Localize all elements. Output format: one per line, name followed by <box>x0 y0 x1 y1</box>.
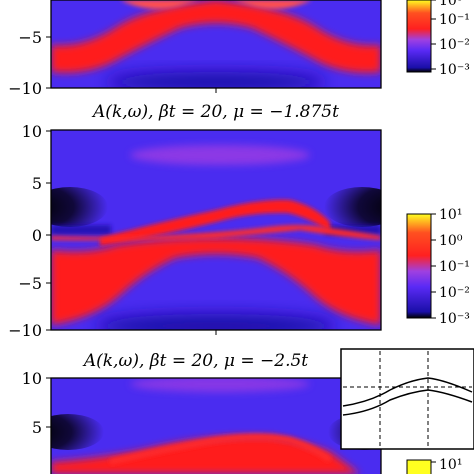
panel-2-ytick: −10 <box>8 321 42 340</box>
panel-3-inset <box>340 348 474 450</box>
panel-1-ytick: −10 <box>8 79 42 98</box>
panel-2-cbar-tick: 10¹ <box>439 207 462 223</box>
panel-3-heatmap <box>51 378 381 474</box>
panel-2-ytick: 10 <box>22 122 42 141</box>
panel-1-cbar-tick: 10⁰ <box>439 0 463 9</box>
panel-2-cbar-tick: 10⁻² <box>439 285 470 301</box>
panel-2-cbar-tick: 10⁻³ <box>439 311 470 327</box>
panel-3-cbar-tick: 10¹ <box>439 457 462 473</box>
panel-1-colorbar: 10⁰ 10⁻¹ 10⁻² 10⁻³ <box>406 0 470 78</box>
panel-3-y-axis: 10 5 <box>22 369 51 437</box>
panel-1-cbar-tick: 10⁻³ <box>439 62 470 78</box>
panel-3-title: A(k,ω), βt = 20, μ = −2.5t <box>82 351 308 371</box>
panel-2-cbar-tick: 10⁻¹ <box>439 259 470 275</box>
panel-1-ytick: −5 <box>18 28 42 47</box>
panel-1-cbar-tick: 10⁻¹ <box>439 12 470 28</box>
panel-2: A(k,ω), βt = 20, μ = −1.875t 10 5 0 −5 −… <box>8 102 470 340</box>
panel-2-heatmap <box>51 130 381 330</box>
panel-2-y-axis: 10 5 0 −5 −10 <box>8 122 51 340</box>
panel-1-cbar-tick: 10⁻² <box>439 37 470 53</box>
panel-2-colorbar: 10¹ 10⁰ 10⁻¹ 10⁻² 10⁻³ <box>406 207 470 327</box>
panel-2-title: A(k,ω), βt = 20, μ = −1.875t <box>91 102 339 122</box>
panel-2-cbar-tick: 10⁰ <box>439 233 463 249</box>
panel-3-ytick: 10 <box>22 369 42 388</box>
panel-1-heatmap <box>51 0 381 88</box>
panel-2-ytick: 0 <box>32 226 42 245</box>
panel-3: A(k,ω), βt = 20, μ = −2.5t 10 5 <box>22 348 474 474</box>
panel-2-ytick: −5 <box>18 274 42 293</box>
panel-2-ytick: 5 <box>32 174 42 193</box>
panel-1: −5 −10 10⁰ 10⁻¹ 10⁻² 10⁻³ <box>8 0 470 98</box>
panel-3-colorbar: 10¹ <box>406 457 462 474</box>
panel-3-ytick: 5 <box>32 418 42 437</box>
panel-1-y-axis: −5 −10 <box>8 28 51 98</box>
